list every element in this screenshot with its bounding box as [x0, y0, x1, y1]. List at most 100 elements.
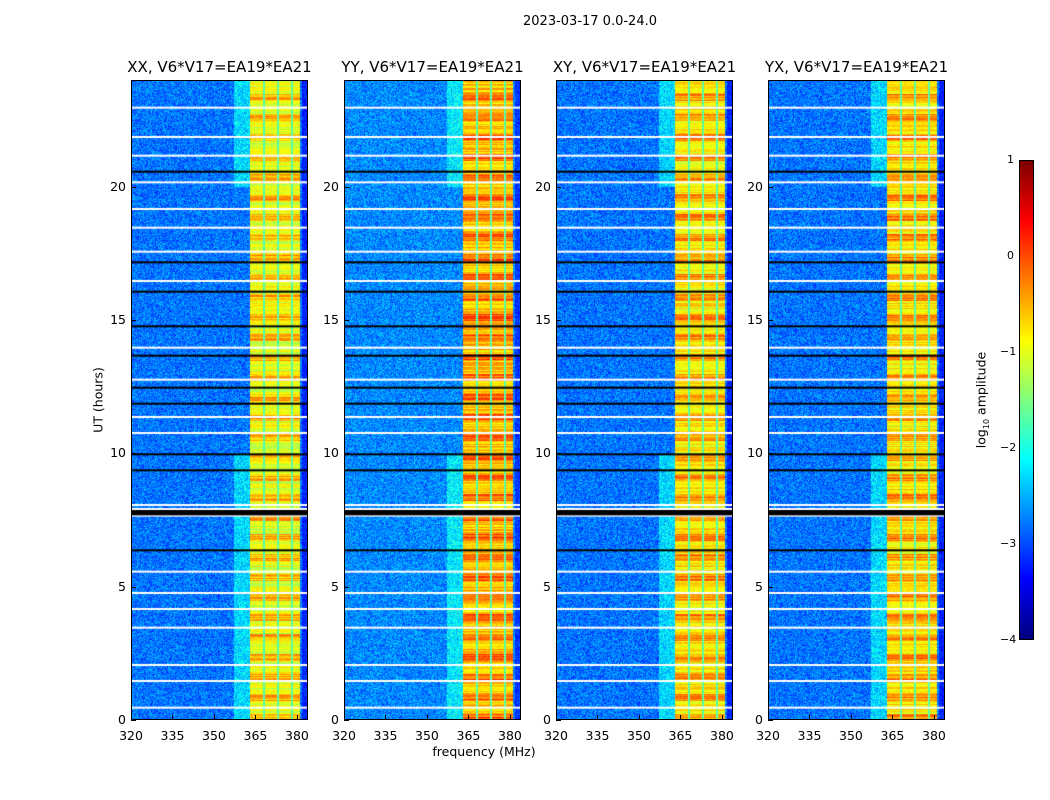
y-tick-mark — [556, 586, 561, 588]
x-axis-label: frequency (MHz) — [432, 744, 536, 759]
y-tick-label: 0 — [755, 712, 763, 727]
y-tick-mark — [344, 453, 349, 455]
y-tick-mark — [768, 586, 773, 588]
y-tick-label: 20 — [323, 178, 339, 194]
y-tick-label: 5 — [331, 578, 339, 594]
y-axis-label: UT (hours) — [90, 367, 106, 433]
x-tick-mark — [172, 715, 174, 720]
y-tick-mark — [131, 186, 136, 188]
x-tick-mark — [638, 715, 640, 720]
y-tick-mark — [556, 320, 561, 321]
heatmap-image — [344, 80, 521, 720]
x-tick-mark — [721, 715, 723, 720]
x-tick-mark — [213, 715, 215, 720]
axes-frame — [768, 80, 945, 720]
heatmap-image — [556, 80, 733, 720]
x-tick-label: 320 — [544, 728, 568, 743]
colorbar-label: log10 amplitude — [973, 351, 991, 449]
waterfall-panel: YX, V6*V17=EA19*EA21 320 335 350 365 380 0 5 10 1… — [747, 58, 948, 743]
axes-frame — [556, 80, 733, 720]
x-tick-label: 350 — [839, 728, 863, 743]
y-tick-mark — [344, 186, 349, 188]
y-tick-mark — [131, 320, 136, 321]
y-tick-label: 0 — [543, 712, 551, 727]
y-tick-label: 15 — [535, 312, 551, 327]
x-tick-mark — [892, 715, 894, 720]
x-tick-mark — [385, 715, 387, 720]
axes-frame — [131, 80, 308, 720]
y-tick-label: 20 — [747, 178, 763, 194]
x-tick-label: 380 — [498, 728, 522, 743]
panel-title: XX, V6*V17=EA19*EA21 — [127, 58, 312, 76]
x-tick-label: 380 — [285, 728, 309, 743]
x-tick-label: 335 — [160, 728, 185, 743]
panel-title: YY, V6*V17=EA19*EA21 — [341, 58, 524, 76]
x-tick-label: 335 — [585, 728, 610, 743]
y-tick-label: 15 — [747, 312, 763, 327]
y-tick-label: 5 — [118, 578, 126, 594]
y-tick-label: 5 — [755, 578, 763, 594]
x-tick-label: 320 — [119, 728, 143, 743]
x-tick-label: 335 — [797, 728, 822, 743]
y-tick-mark — [556, 720, 561, 721]
x-tick-mark — [426, 715, 428, 720]
y-tick-label: 10 — [323, 445, 339, 461]
x-tick-label: 365 — [456, 728, 481, 743]
y-tick-label: 20 — [110, 178, 126, 194]
panel-title: XY, V6*V17=EA19*EA21 — [552, 58, 737, 76]
y-tick-label: 20 — [535, 178, 551, 194]
heatmap-image — [131, 80, 308, 720]
y-tick-label: 10 — [747, 445, 763, 461]
y-tick-label: 15 — [323, 312, 339, 327]
x-tick-label: 380 — [710, 728, 734, 743]
waterfall-panel: XX, V6*V17=EA19*EA21 320 335 350 365 380 0 5 10 1… — [110, 58, 312, 743]
y-tick-label: 15 — [110, 312, 126, 327]
x-tick-mark — [597, 715, 599, 720]
x-tick-mark — [556, 715, 557, 720]
x-tick-mark — [509, 715, 511, 720]
y-tick-mark — [768, 453, 773, 455]
y-tick-label: 5 — [543, 578, 551, 594]
x-tick-mark — [131, 715, 132, 720]
y-tick-mark — [344, 586, 349, 588]
x-tick-mark — [809, 715, 811, 720]
colorbar-tick-label: 0 — [1007, 249, 1014, 262]
x-tick-mark — [344, 715, 345, 720]
colorbar-tick-label: −2 — [1000, 441, 1017, 454]
x-tick-mark — [468, 715, 470, 720]
x-tick-label: 350 — [202, 728, 226, 743]
x-tick-label: 350 — [415, 728, 439, 743]
x-tick-label: 365 — [668, 728, 693, 743]
waterfall-panel: XY, V6*V17=EA19*EA21 320 335 350 365 380 0 5 10 1… — [535, 58, 736, 743]
y-tick-mark — [768, 720, 773, 721]
x-tick-label: 380 — [922, 728, 946, 743]
axes-frame — [344, 80, 521, 720]
colorbar-tick-label: 1 — [1007, 153, 1014, 166]
panel-title: YX, V6*V17=EA19*EA21 — [764, 58, 949, 76]
heatmap-image — [768, 80, 945, 720]
y-tick-mark — [344, 320, 349, 321]
y-tick-mark — [768, 320, 773, 321]
colorbar-tick-label: −3 — [1000, 537, 1017, 550]
colorbar-tick-label: −4 — [1000, 633, 1017, 646]
x-tick-label: 320 — [756, 728, 780, 743]
y-tick-mark — [131, 720, 136, 721]
x-tick-mark — [768, 715, 769, 720]
y-tick-mark — [344, 720, 349, 721]
x-tick-label: 320 — [332, 728, 356, 743]
y-tick-label: 10 — [535, 445, 551, 461]
y-tick-mark — [131, 586, 136, 588]
x-tick-label: 350 — [627, 728, 651, 743]
x-tick-mark — [296, 715, 298, 720]
y-tick-label: 0 — [118, 712, 126, 727]
x-tick-mark — [933, 715, 935, 720]
y-tick-mark — [556, 453, 561, 455]
x-tick-label: 335 — [373, 728, 398, 743]
x-tick-mark — [255, 715, 257, 720]
figure-title: 2023-03-17 0.0-24.0 — [523, 14, 657, 29]
y-tick-mark — [131, 453, 136, 455]
x-tick-mark — [680, 715, 682, 720]
y-tick-label: 10 — [110, 445, 126, 461]
y-tick-mark — [768, 186, 773, 188]
colorbar-tick-label: −1 — [1000, 345, 1017, 358]
